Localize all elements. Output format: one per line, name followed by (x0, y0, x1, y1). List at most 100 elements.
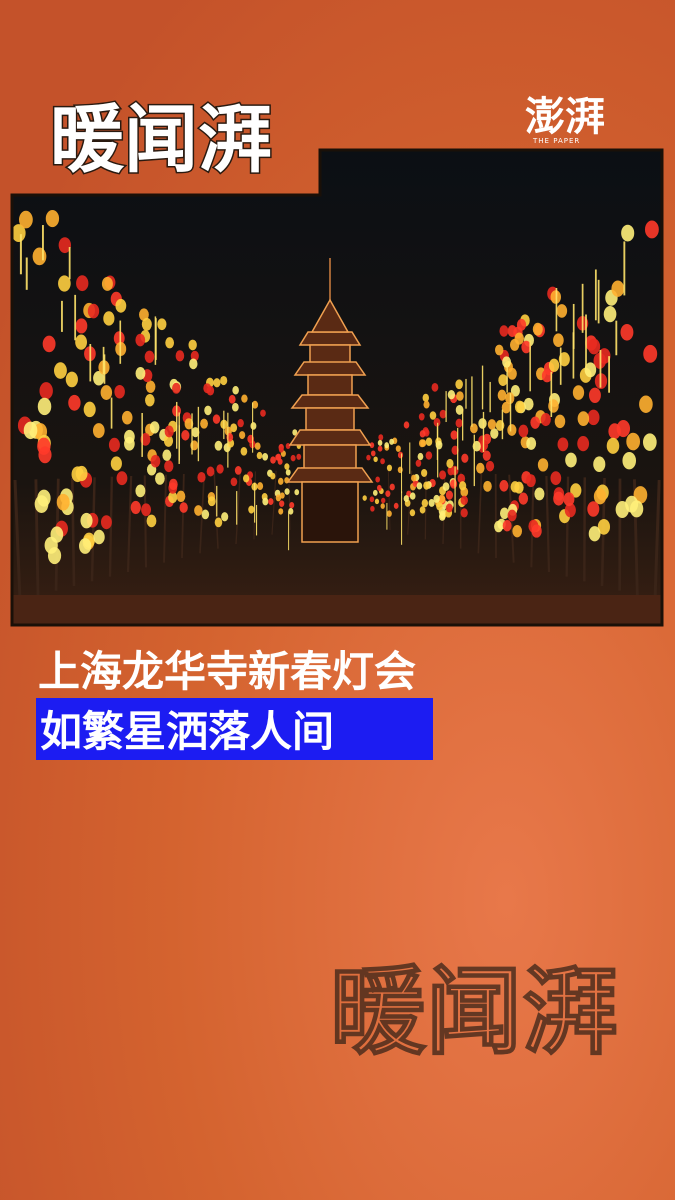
lantern (418, 413, 425, 421)
lantern (403, 421, 410, 429)
lantern (206, 385, 215, 396)
lantern (100, 515, 112, 530)
lantern (526, 437, 537, 450)
lantern (79, 538, 92, 554)
lantern (507, 325, 517, 337)
lantern (285, 469, 291, 476)
lantern (389, 438, 395, 445)
lantern (485, 460, 495, 472)
lantern (206, 466, 215, 477)
lantern (577, 411, 590, 427)
lantern (124, 429, 135, 444)
lantern (450, 430, 458, 440)
lantern (103, 311, 115, 326)
lantern (242, 474, 250, 483)
lantern (130, 500, 141, 515)
lantern (37, 489, 51, 507)
lantern (241, 394, 248, 403)
tree-trunk (271, 470, 277, 535)
lantern (116, 471, 128, 486)
brand: 澎湃 (525, 93, 605, 140)
lantern (439, 512, 446, 521)
lantern (616, 420, 631, 438)
lantern (204, 405, 212, 416)
lantern (385, 490, 391, 497)
lantern (32, 247, 47, 266)
lantern (285, 443, 291, 450)
lantern (257, 482, 264, 490)
lantern (565, 452, 577, 468)
lantern (455, 379, 463, 390)
lantern (588, 526, 601, 542)
lantern (381, 497, 386, 504)
caption-line2: 如繁星洒落人间 (40, 707, 334, 756)
lantern (478, 418, 487, 429)
lantern (386, 464, 393, 472)
lantern (47, 547, 62, 565)
lantern (275, 494, 282, 502)
lantern (179, 502, 188, 513)
lantern (435, 440, 443, 450)
lantern (378, 434, 384, 441)
lantern (228, 394, 236, 404)
lantern (507, 509, 517, 522)
lantern (139, 308, 149, 322)
brand-sub: THE PAPER (532, 137, 580, 145)
lantern (421, 468, 428, 477)
lantern (499, 479, 509, 492)
lantern (135, 333, 146, 347)
lantern (370, 505, 375, 512)
tree-trunk (181, 473, 185, 559)
lantern (101, 276, 113, 291)
lantern (554, 414, 566, 429)
lantern (373, 456, 378, 463)
lantern (523, 397, 534, 411)
lantern (279, 492, 285, 499)
lantern (495, 344, 504, 356)
lantern (290, 454, 296, 462)
lantern (633, 486, 648, 504)
lantern (214, 517, 223, 528)
lantern (642, 433, 657, 451)
lantern (439, 470, 447, 480)
lantern (144, 350, 155, 364)
lantern (262, 452, 269, 461)
lantern (572, 385, 585, 400)
lantern (268, 498, 274, 505)
lantern (505, 392, 515, 405)
lantern (146, 514, 157, 528)
lantern (460, 508, 468, 518)
lantern (230, 423, 238, 433)
photo (12, 150, 662, 625)
lantern (450, 479, 458, 489)
lantern (279, 500, 285, 508)
lantern (411, 474, 417, 482)
lantern (37, 397, 52, 416)
lantern (626, 432, 641, 451)
lantern (65, 371, 78, 388)
lantern (58, 237, 71, 254)
lantern (541, 369, 553, 383)
lantern (56, 493, 70, 511)
lantern (377, 439, 383, 446)
lantern (470, 423, 478, 434)
lantern (525, 474, 536, 488)
lantern (114, 384, 125, 399)
lantern (455, 404, 464, 415)
lantern (550, 471, 562, 486)
lantern (87, 303, 100, 319)
lantern (438, 494, 446, 504)
lantern (431, 382, 439, 392)
lantern (284, 463, 290, 470)
lantern (270, 472, 276, 480)
lantern (415, 459, 422, 467)
lantern (507, 424, 517, 436)
lantern (39, 382, 53, 400)
tree-trunk (565, 476, 570, 577)
lantern (530, 416, 541, 429)
lantern (518, 424, 529, 438)
lantern (588, 387, 601, 403)
lantern (135, 484, 146, 498)
lantern (587, 338, 601, 355)
